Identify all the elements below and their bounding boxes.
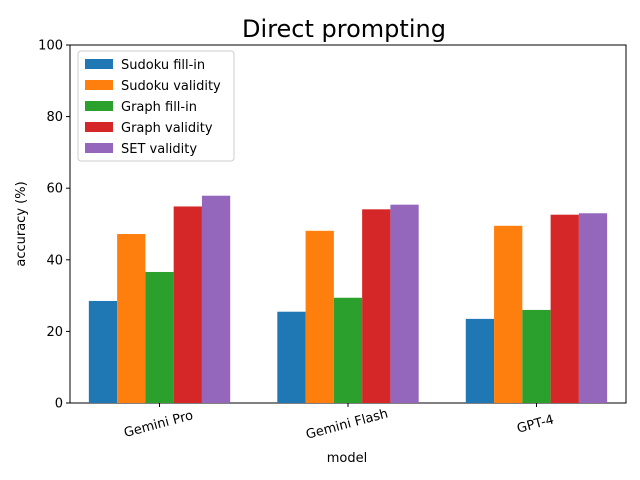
bar-graph-validity-2 <box>550 214 579 403</box>
x-tick-label: Gemini Pro <box>122 408 194 441</box>
bar-set-validity-0 <box>201 195 231 403</box>
bar-set-validity-1 <box>390 204 419 403</box>
x-axis-label: model <box>327 451 367 466</box>
legend-label: SET validity <box>121 142 197 157</box>
bar-sudoku-fill-in-1 <box>277 311 306 403</box>
bar-graph-validity-1 <box>362 209 391 403</box>
legend-box <box>77 50 235 162</box>
y-tick-label: 20 <box>46 325 63 340</box>
bar-graph-fill-in-2 <box>522 309 551 403</box>
chart-title: Direct prompting <box>242 15 446 43</box>
bar-sudoku-fill-in-0 <box>88 300 118 403</box>
legend-label: Sudoku validity <box>121 79 221 94</box>
legend-label: Sudoku fill-in <box>121 58 205 73</box>
bar-sudoku-validity-2 <box>494 225 523 403</box>
bars-group <box>88 195 608 403</box>
y-tick-label: 100 <box>38 39 63 54</box>
bar-graph-fill-in-1 <box>333 297 363 403</box>
bar-set-validity-2 <box>578 213 608 403</box>
legend-label: Graph validity <box>121 121 213 136</box>
y-tick-label: 80 <box>46 110 63 125</box>
bar-graph-validity-0 <box>173 206 202 403</box>
legend-swatch <box>85 143 113 153</box>
x-tick-label: GPT-4 <box>515 413 555 437</box>
bar-sudoku-fill-in-2 <box>465 318 495 403</box>
y-axis-label: accuracy (%) <box>14 181 29 266</box>
bar-sudoku-validity-0 <box>117 234 146 403</box>
y-tick-label: 60 <box>46 182 63 197</box>
legend-swatch <box>85 59 113 69</box>
y-tick-label: 0 <box>55 397 63 412</box>
legend-swatch <box>85 101 113 111</box>
y-tick-label: 40 <box>46 253 63 268</box>
legend-swatch <box>85 122 113 132</box>
legend: Sudoku fill-in Sudoku validity Graph fill-… <box>77 50 235 162</box>
bar-sudoku-validity-1 <box>305 230 334 403</box>
legend-swatch <box>85 80 113 90</box>
x-tick-label: Gemini Flash <box>304 406 389 442</box>
bar-graph-fill-in-0 <box>145 271 174 403</box>
legend-label: Graph fill-in <box>121 100 197 115</box>
y-axis: 0 20 40 60 80 100 <box>38 39 70 412</box>
x-axis: Gemini Pro Gemini Flash GPT-4 <box>122 403 556 443</box>
